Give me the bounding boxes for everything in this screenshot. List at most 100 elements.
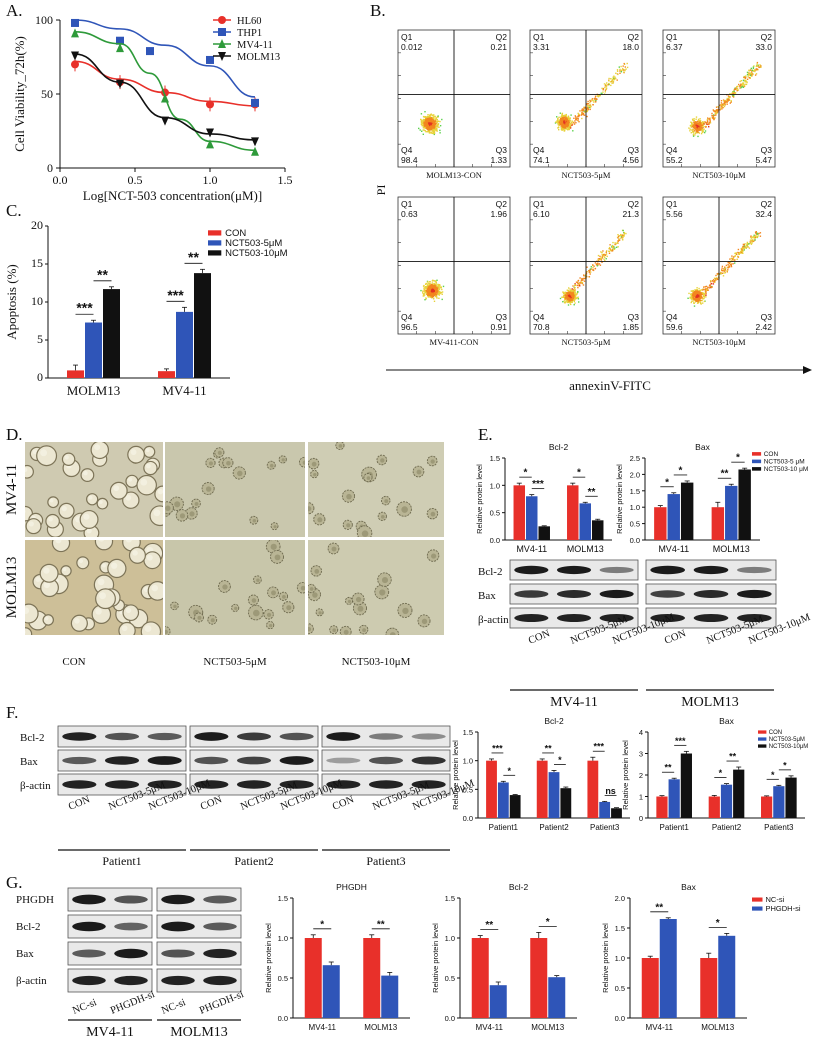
cell-core: [311, 461, 317, 467]
event-dot: [712, 116, 714, 119]
event-dot: [693, 298, 695, 300]
event-dot: [743, 244, 745, 246]
cell-core: [318, 611, 322, 615]
blot-band: [104, 732, 140, 741]
event-dot: [436, 125, 439, 128]
event-dot: [563, 123, 565, 126]
blot-band: [72, 975, 106, 986]
event-dot: [717, 110, 719, 112]
event-dot: [750, 74, 752, 76]
event-dot: [427, 114, 429, 116]
event-dot: [580, 279, 583, 281]
event-dot: [696, 287, 698, 289]
event-dot: [752, 236, 754, 238]
cell-highlight: [48, 516, 53, 522]
event-dot: [703, 294, 705, 297]
event-dot: [748, 77, 751, 79]
bar-PHGDH-si-MOLM13: [718, 935, 736, 1018]
event-dot: [433, 127, 435, 129]
cell-highlight: [113, 485, 120, 492]
cell: [39, 563, 59, 583]
event-dot: [751, 72, 753, 75]
cell-core: [256, 578, 260, 582]
event-dot: [566, 296, 569, 299]
event-dot: [714, 109, 717, 112]
event-dot: [435, 117, 437, 119]
event-dot: [603, 258, 605, 260]
event-dot: [556, 120, 558, 122]
blot-mv411-Bcl-2: [509, 559, 639, 581]
quadrant-value-q2: 21.3: [622, 209, 639, 219]
lane-label: CON: [199, 794, 224, 813]
cell-highlight: [153, 509, 161, 517]
event-dot: [582, 279, 584, 281]
event-dot: [430, 295, 432, 297]
event-dot: [439, 292, 441, 294]
event-dot: [565, 298, 567, 300]
event-dot: [435, 128, 437, 130]
event-dot: [561, 122, 564, 124]
event-dot: [435, 130, 438, 132]
event-dot: [435, 129, 437, 131]
event-dot: [428, 287, 431, 289]
event-dot: [572, 297, 574, 299]
cell-core: [338, 444, 343, 448]
event-dot: [581, 108, 584, 110]
event-dot: [612, 80, 614, 83]
event-dot: [567, 116, 569, 119]
event-dot: [586, 276, 588, 278]
event-dot: [419, 129, 421, 131]
event-dot: [563, 129, 565, 131]
event-dot: [712, 115, 715, 117]
event-dot: [430, 127, 432, 129]
blot-MV4-11-β-actin: [67, 968, 153, 993]
blot-band: [114, 948, 148, 959]
quadrant-value-q1: 0.63: [401, 209, 418, 219]
significance-mark: *: [546, 917, 550, 928]
cell-highlight: [43, 581, 50, 589]
dot-plot-label: NCT503-10μM: [692, 337, 746, 347]
lane-label: CON: [527, 628, 552, 647]
event-dot: [560, 118, 562, 120]
event-dot: [564, 125, 566, 127]
event-dot: [692, 296, 695, 299]
event-dot: [559, 112, 561, 114]
group-label: Patient1: [102, 854, 141, 868]
event-dot: [587, 100, 589, 103]
dot-cloud: [559, 229, 627, 306]
event-dot: [731, 92, 733, 94]
y-tick-label: 0.0: [445, 1014, 455, 1023]
significance-mark: **: [588, 487, 596, 498]
event-dot: [741, 85, 743, 88]
quadrant-value-q3: 5.47: [755, 155, 772, 165]
event-dot: [692, 130, 694, 133]
legend-swatch: [752, 459, 762, 464]
blot-MV4-11-Bax: [67, 941, 153, 966]
bar-CON-Patient3: [587, 760, 599, 818]
cell: [36, 445, 58, 467]
dot-cloud: [688, 61, 762, 138]
event-dot: [601, 87, 603, 90]
event-dot: [728, 262, 731, 264]
event-dot: [600, 258, 602, 260]
event-dot: [695, 118, 697, 120]
cell-core: [402, 607, 409, 615]
significance-mark: *: [719, 768, 723, 778]
lane-label: CON: [663, 628, 688, 647]
event-dot: [569, 120, 571, 122]
blot-row-label: β-actin: [16, 975, 47, 987]
data-point-THP1: [206, 55, 214, 64]
event-dot: [721, 267, 723, 269]
blot-band: [203, 975, 237, 986]
event-dot: [620, 233, 622, 236]
y-tick-label: 2.5: [630, 454, 640, 463]
legend-label: NCT503-10μM: [769, 744, 808, 750]
event-dot: [560, 128, 563, 131]
bar-NCT503-5μM-Patient2: [548, 772, 560, 818]
bar-PHGDH-si-MV4-11: [322, 965, 340, 1018]
event-dot: [742, 246, 744, 248]
lane-label: CON: [67, 794, 92, 813]
